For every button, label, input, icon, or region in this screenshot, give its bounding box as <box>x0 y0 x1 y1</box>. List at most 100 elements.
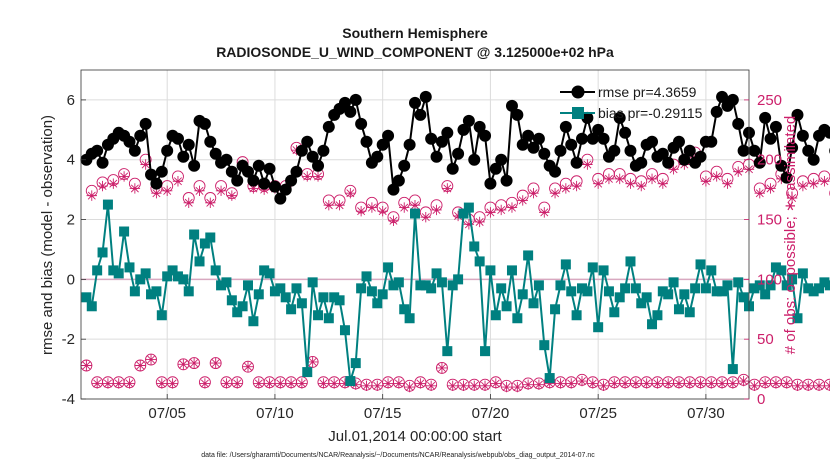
obs-assimilated-point <box>592 178 604 189</box>
obs-assimilated-point <box>469 380 480 392</box>
obs-assimilated-point <box>264 378 275 389</box>
obs-assimilated-point <box>603 173 615 185</box>
rmse-point <box>425 132 438 145</box>
obs-assimilated-point <box>145 354 157 365</box>
obs-assimilated-point <box>205 197 216 208</box>
obs-assimilated-point <box>436 362 448 374</box>
bias-point <box>113 268 124 279</box>
rmse-point <box>177 150 190 163</box>
y2-axis-label: # of obs: o=possible; ∗=assimilated <box>782 116 799 355</box>
rmse-point <box>285 174 298 187</box>
bias-point <box>124 262 135 273</box>
y2-tick-label: 0 <box>757 391 765 408</box>
y-tick-label: -4 <box>62 391 75 408</box>
obs-assimilated-point <box>463 219 475 230</box>
rmse-point <box>500 174 513 187</box>
bias-point <box>410 208 420 219</box>
bias-point <box>119 226 130 237</box>
obs-assimilated-point <box>582 159 593 170</box>
bias-point <box>803 283 814 294</box>
bias-point <box>210 265 221 276</box>
rmse-point <box>376 138 389 151</box>
obs-assimilated-point <box>178 359 189 370</box>
y2-tick-label: 50 <box>757 331 774 348</box>
obs-assimilated-point <box>447 380 458 392</box>
obs-assimilated-point <box>813 380 825 392</box>
rmse-point <box>145 168 158 181</box>
x-axis-label: Jul.01,2014 00:00:00 start <box>328 428 502 445</box>
rmse-point <box>619 126 632 139</box>
rmse-point <box>672 135 685 148</box>
bias-point <box>787 274 798 285</box>
rmse-point <box>338 96 351 109</box>
obs-assimilated-point <box>226 190 238 201</box>
bias-point <box>302 367 313 378</box>
x-tick-label: 07/25 <box>579 405 617 422</box>
bias-point <box>647 319 658 330</box>
bias-point <box>108 265 119 276</box>
obs-assimilated-point <box>108 178 119 189</box>
obs-assimilated-point <box>485 207 496 218</box>
obs-assimilated-point <box>458 380 469 392</box>
obs-assimilated-point <box>135 360 146 371</box>
bias-point <box>690 283 701 294</box>
bias-point <box>350 358 361 369</box>
bias-point <box>770 262 781 273</box>
rmse-point <box>435 135 448 148</box>
y2-tick-label: 250 <box>757 92 782 109</box>
obs-assimilated-point <box>91 378 103 389</box>
obs-assimilated-point <box>232 378 243 389</box>
obs-assimilated-point <box>307 356 318 368</box>
rmse-point <box>150 177 163 190</box>
rmse-point <box>516 138 529 151</box>
obs-assimilated-point <box>242 361 254 372</box>
x-axis-ticks: 07/05 07/10 07/15 07/20 07/25 07/30 <box>148 394 725 422</box>
y2-tick-label: 100 <box>757 271 782 288</box>
bias-point <box>776 265 787 276</box>
obs-assimilated-point <box>361 380 372 392</box>
rmse-point <box>419 90 432 103</box>
rmse-point <box>446 162 459 175</box>
bias-point <box>533 280 544 291</box>
obs-assimilated-point <box>124 378 135 389</box>
bias-point <box>695 259 706 270</box>
rmse-point <box>678 153 691 166</box>
obs-assimilated-point <box>81 360 92 371</box>
bias-point <box>383 262 394 273</box>
x-tick-label: 07/15 <box>364 405 402 422</box>
bias-point <box>571 310 582 321</box>
rmse-point <box>646 135 659 148</box>
rmse-point <box>247 174 260 187</box>
bias-point <box>232 307 243 318</box>
y2-axis-ticks: 0 50 100 150 200 250 <box>744 92 782 408</box>
bias-point <box>797 268 808 279</box>
obs-possible-point <box>188 357 201 370</box>
rmse-point <box>441 126 454 139</box>
rmse-point <box>737 144 750 157</box>
rmse-point <box>613 111 626 124</box>
rmse-point <box>705 135 718 148</box>
rmse-point <box>775 159 788 172</box>
rmse-point <box>371 150 384 163</box>
rmse-point <box>344 105 357 118</box>
obs-assimilated-point <box>501 381 512 393</box>
obs-assimilated-point <box>673 378 685 389</box>
bias-point <box>259 265 270 276</box>
obs-assimilated-point <box>490 378 502 389</box>
obs-assimilated-point <box>587 378 598 389</box>
bias-point <box>323 313 334 324</box>
rmse-point <box>317 144 330 157</box>
obs-assimilated-point <box>97 180 108 192</box>
bias-point <box>717 286 728 297</box>
obs-possible-point <box>145 353 157 366</box>
bias-point <box>668 277 679 288</box>
rmse-point <box>295 144 308 157</box>
rmse-series <box>80 90 830 205</box>
obs-assimilated-point <box>560 183 572 194</box>
obs-assimilated-point <box>350 379 361 390</box>
obs-assimilated-point <box>172 176 184 187</box>
obs-assimilated-point <box>151 188 162 199</box>
bias-point <box>706 265 717 276</box>
obs-assimilated-point <box>711 171 722 182</box>
